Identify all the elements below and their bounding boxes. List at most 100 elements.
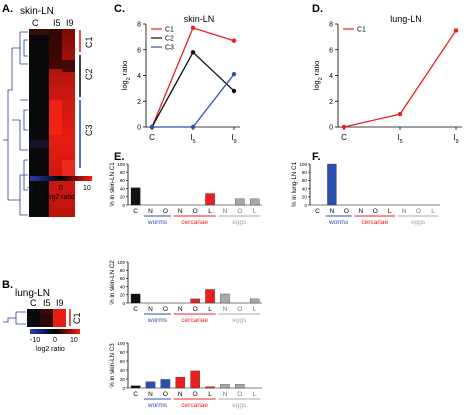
x-tick-label: C xyxy=(133,391,138,398)
data-point-c1 xyxy=(231,38,237,43)
y-tick-label: 80 xyxy=(120,268,126,273)
y-tick-label: 40 xyxy=(120,368,126,373)
bar-cercariae-o xyxy=(190,298,200,304)
x-tick-label: N xyxy=(148,306,153,313)
x-tick-label: N xyxy=(178,208,183,215)
x-tick-label: N xyxy=(148,208,153,215)
y-tick-label: 8 xyxy=(329,22,333,29)
group-label-cercariae: cercariae xyxy=(181,317,208,324)
colorbar-a xyxy=(30,176,92,181)
heatmap-b-col-label-i9: I9 xyxy=(56,298,64,308)
x-tick-label: N xyxy=(223,306,228,313)
x-tick-label: I9 xyxy=(453,133,458,145)
panel-b-letter: B. xyxy=(2,279,13,291)
y-tick-label: 40 xyxy=(120,284,126,289)
y-tick-label: 100 xyxy=(299,162,307,167)
x-tick-label: N xyxy=(402,208,407,215)
colorbar-b-tick-zero: 0 xyxy=(53,337,57,344)
y-tick-label: 100 xyxy=(117,260,125,265)
x-tick-label: I5 xyxy=(190,133,195,145)
y-tick-label: 40 xyxy=(120,186,126,191)
legend-label-c1: C1 xyxy=(357,27,366,34)
x-tick-label: L xyxy=(208,391,212,398)
bar-worms-n xyxy=(145,381,156,389)
data-point-c1 xyxy=(453,28,459,33)
heatmap-a xyxy=(29,29,75,217)
colorbar-a-tick-neg: -10 xyxy=(27,185,37,192)
colorbar-a-label: log2 ratio xyxy=(46,194,75,201)
panel-b: B. lung-LN C I5 I9 C1 -10 0 10 log2 rati… xyxy=(2,279,82,353)
x-tick-label: O xyxy=(237,391,242,398)
group-label-eggs: eggs xyxy=(232,219,247,226)
x-tick-label: C xyxy=(315,208,320,215)
heatmap-b-col-label-i5: I5 xyxy=(43,298,51,308)
y-tick-label: 6 xyxy=(329,47,333,54)
cluster-label-b-c1: C1 xyxy=(72,312,82,324)
bar-chart-e3: 0 20 40 60 80 100% in skin-LN C3 C N O N O L N O Lworm… xyxy=(109,341,262,409)
bar-cercariae-l xyxy=(205,289,215,304)
x-tick-label: O xyxy=(163,391,168,398)
x-tick-label: L xyxy=(208,306,212,313)
x-tick-label: L xyxy=(253,208,257,215)
bar-cercariae-l xyxy=(205,193,215,206)
chart-title: lung-LN xyxy=(390,14,422,24)
group-label-cercariae: cercariae xyxy=(181,402,208,409)
y-tick-label: 20 xyxy=(120,293,126,298)
y-axis-label: % in skin-LN C2 xyxy=(109,260,116,305)
y-tick-label: 60 xyxy=(302,178,308,183)
legend-label-c3: C3 xyxy=(165,45,174,52)
group-label-worms: worms xyxy=(147,402,168,409)
legend-label-c1: C1 xyxy=(165,27,174,34)
y-tick-label: 0 xyxy=(137,125,141,132)
colorbar-b-tick-pos: 10 xyxy=(70,337,78,344)
x-tick-label: O xyxy=(237,306,242,313)
x-tick-label: N xyxy=(178,391,183,398)
panel-f-letter: F. xyxy=(312,151,321,163)
colorbar-b-label: log2 ratio xyxy=(36,346,65,353)
bar-control-c xyxy=(130,385,141,389)
bar-worms-o xyxy=(160,379,171,389)
y-tick-label: 2 xyxy=(329,99,333,106)
data-point-c2 xyxy=(190,50,196,55)
y-axis-label: % in lung-LN C1 xyxy=(291,161,298,207)
bar-chart-f: 0 20 40 60 80 100% in lung-LN C1 C N O N O L N O Lworm… xyxy=(291,161,440,226)
y-tick-label: 20 xyxy=(302,195,308,200)
y-tick-label: 60 xyxy=(120,178,126,183)
x-tick-label: L xyxy=(388,208,392,215)
data-point-c3 xyxy=(231,72,237,77)
x-tick-label: C xyxy=(133,208,138,215)
x-tick-label: O xyxy=(193,306,198,313)
x-tick-label: C xyxy=(341,133,347,142)
y-tick-label: 100 xyxy=(117,162,125,167)
x-tick-label: O xyxy=(193,391,198,398)
bar-eggs-l xyxy=(249,298,260,304)
heatmap-a-col-label-i5: I5 xyxy=(53,18,61,28)
y-tick-label: 6 xyxy=(137,47,141,54)
legend-label-c2: C2 xyxy=(165,36,174,43)
group-label-eggs: eggs xyxy=(232,317,247,324)
cluster-label-c1: C1 xyxy=(84,36,94,48)
data-point-c1 xyxy=(190,25,196,31)
heatmap-a-dendrogram xyxy=(3,31,28,216)
bar-cercariae-l xyxy=(205,386,215,389)
bar-eggs-o xyxy=(235,198,245,206)
y-tick-label: 80 xyxy=(302,170,308,175)
group-label-worms: worms xyxy=(328,219,349,226)
colorbar-b-tick-neg: -10 xyxy=(30,337,40,344)
bar-eggs-n xyxy=(220,293,230,304)
x-tick-label: L xyxy=(253,391,257,398)
data-point-c3 xyxy=(149,124,155,130)
heatmap-b-col-label-c: C xyxy=(30,298,37,308)
y-tick-label: 8 xyxy=(137,22,141,29)
x-tick-label: N xyxy=(148,391,153,398)
series-line-c1 xyxy=(151,27,235,128)
x-tick-label: L xyxy=(208,208,212,215)
y-tick-label: 4 xyxy=(137,73,141,80)
group-label-eggs: eggs xyxy=(411,219,426,226)
y-axis-label: % in skin-LN C1 xyxy=(109,162,116,207)
y-tick-label: 0 xyxy=(329,125,333,132)
y-axis-label: log2 ratio xyxy=(120,61,132,91)
series-line-c3 xyxy=(152,73,235,128)
heatmap-a-col-label-i9: I9 xyxy=(66,18,74,28)
y-tick-label: 20 xyxy=(120,195,126,200)
